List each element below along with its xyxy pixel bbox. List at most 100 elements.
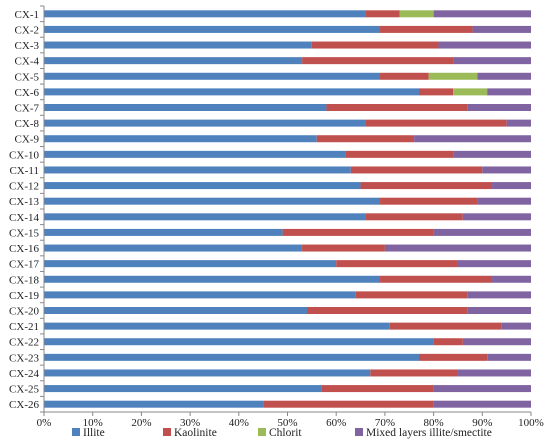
x-axis: 0% 10% 20% 30% 40% 50% 60% 70% 80% 90% 100% xyxy=(37,5,544,429)
y-tick-label: CX-24 xyxy=(9,368,39,380)
x-tick-label: 80% xyxy=(424,417,444,429)
bar-segment-cx-16-series-0 xyxy=(44,244,303,252)
bar-segment-cx-19-series-1 xyxy=(355,291,468,299)
y-tick-label: CX-1 xyxy=(15,9,39,21)
bar-segment-cx-21-series-1 xyxy=(389,322,502,330)
bar-segment-cx-4-series-3 xyxy=(453,57,531,65)
bar-segment-cx-2-series-1 xyxy=(380,25,473,33)
y-tick-label: CX-21 xyxy=(9,321,39,333)
bar-segment-cx-24-series-3 xyxy=(457,369,531,377)
x-tick-label: 0% xyxy=(37,417,52,429)
bar-segment-cx-12-series-1 xyxy=(360,182,493,190)
bar-segment-cx-22-series-1 xyxy=(433,338,463,346)
bar-segment-cx-7-series-0 xyxy=(44,104,327,111)
y-tick-label: CX-7 xyxy=(15,103,40,115)
bar-segment-cx-1-series-1 xyxy=(365,10,400,18)
bar-segment-cx-5-series-0 xyxy=(44,72,381,80)
bar-segment-cx-9-series-1 xyxy=(316,135,415,143)
y-tick-label: CX-8 xyxy=(15,118,40,130)
legend-swatch xyxy=(163,428,171,436)
bar-segment-cx-14-series-0 xyxy=(44,213,366,221)
legend-label: Kaolinite xyxy=(174,427,217,439)
bar-segment-cx-15-series-3 xyxy=(433,228,531,236)
bar-segment-cx-7-series-1 xyxy=(326,104,468,111)
bar-segment-cx-17-series-0 xyxy=(44,260,337,268)
bar-segment-cx-6-series-2 xyxy=(453,88,488,96)
bar-segment-cx-1-series-3 xyxy=(433,10,531,18)
bar-segment-cx-5-series-2 xyxy=(428,72,478,80)
legend-label: Mixed layers illite/smectite xyxy=(366,427,492,439)
x-tick-label: 40% xyxy=(229,417,249,429)
bar-segment-cx-10-series-0 xyxy=(44,150,346,158)
bar-segment-cx-1-series-2 xyxy=(399,10,434,18)
x-tick-label: 100% xyxy=(518,417,544,429)
bar-segment-cx-26-series-1 xyxy=(263,400,434,408)
y-tick-label: CX-17 xyxy=(9,259,39,271)
bar-segment-cx-18-series-3 xyxy=(492,275,531,283)
bar-segment-cx-17-series-3 xyxy=(457,260,531,268)
bar-segment-cx-24-series-1 xyxy=(370,369,458,377)
bar-segment-cx-3-series-3 xyxy=(438,41,531,49)
bar-segment-cx-18-series-0 xyxy=(44,275,381,283)
bar-segment-cx-17-series-1 xyxy=(336,260,458,268)
bar-segment-cx-26-series-0 xyxy=(44,400,264,408)
bar-segment-cx-3-series-0 xyxy=(44,41,312,49)
bar-segment-cx-3-series-1 xyxy=(311,41,439,49)
bar-segment-cx-25-series-1 xyxy=(321,385,434,393)
bar-segment-cx-13-series-1 xyxy=(380,197,478,205)
bar-segment-cx-5-series-1 xyxy=(380,72,429,80)
bar-segment-cx-11-series-0 xyxy=(44,166,351,174)
bar-segment-cx-4-series-0 xyxy=(44,57,303,65)
bar-segment-cx-6-series-3 xyxy=(487,88,531,96)
legend-swatch xyxy=(258,428,266,436)
bar-segment-cx-6-series-0 xyxy=(44,88,419,96)
legend-swatch xyxy=(355,428,363,436)
y-tick-label: CX-16 xyxy=(9,243,39,255)
bar-segment-cx-2-series-0 xyxy=(44,25,381,33)
y-tick-label: CX-3 xyxy=(15,40,40,52)
x-tick-label: 50% xyxy=(277,417,297,429)
x-tick-label: 60% xyxy=(326,417,346,429)
bar-segment-cx-13-series-3 xyxy=(477,197,531,205)
bar-segment-cx-11-series-3 xyxy=(482,166,531,174)
bar-segment-cx-8-series-0 xyxy=(44,119,366,127)
plot-area xyxy=(44,10,531,408)
bar-segment-cx-24-series-0 xyxy=(44,369,371,377)
y-tick-label: CX-12 xyxy=(9,181,39,193)
bar-segment-cx-10-series-1 xyxy=(345,150,454,158)
x-tick-label: 10% xyxy=(83,417,103,429)
bar-segment-cx-6-series-1 xyxy=(418,88,454,96)
bar-segment-cx-19-series-3 xyxy=(467,291,531,299)
y-tick-label: CX-5 xyxy=(15,71,40,83)
y-tick-label: CX-11 xyxy=(9,165,39,177)
bar-segment-cx-23-series-3 xyxy=(487,353,531,361)
y-tick-label: CX-10 xyxy=(9,149,39,161)
bar-segment-cx-12-series-3 xyxy=(492,182,531,190)
bar-segment-cx-22-series-3 xyxy=(462,338,531,346)
legend-label: Chlorit xyxy=(269,427,302,439)
bar-segment-cx-22-series-0 xyxy=(44,338,434,346)
y-tick-label: CX-9 xyxy=(15,134,40,146)
y-tick-label: CX-13 xyxy=(9,196,39,208)
y-tick-label: CX-18 xyxy=(9,274,39,286)
bar-segment-cx-19-series-0 xyxy=(44,291,356,299)
y-tick-label: CX-20 xyxy=(9,306,39,318)
bar-segment-cx-5-series-3 xyxy=(477,72,531,80)
legend-swatch xyxy=(72,428,80,436)
bar-segment-cx-9-series-0 xyxy=(44,135,317,143)
y-tick-label: CX-25 xyxy=(9,384,39,396)
bar-segment-cx-7-series-3 xyxy=(467,104,531,111)
bar-segment-cx-16-series-1 xyxy=(302,244,385,252)
bar-segment-cx-25-series-3 xyxy=(433,385,531,393)
bar-segment-cx-20-series-0 xyxy=(44,307,307,314)
y-tick-label: CX-2 xyxy=(15,24,39,36)
bar-segment-cx-23-series-1 xyxy=(418,353,488,361)
y-tick-label: CX-6 xyxy=(15,87,40,99)
bar-segment-cx-18-series-1 xyxy=(380,275,493,283)
bar-segment-cx-15-series-1 xyxy=(282,228,434,236)
y-tick-label: CX-4 xyxy=(15,56,40,68)
legend: Illite Kaolinite Chlorit Mixed layers illit… xyxy=(72,427,492,439)
bar-segment-cx-13-series-0 xyxy=(44,197,381,205)
x-tick-label: 20% xyxy=(131,417,151,429)
